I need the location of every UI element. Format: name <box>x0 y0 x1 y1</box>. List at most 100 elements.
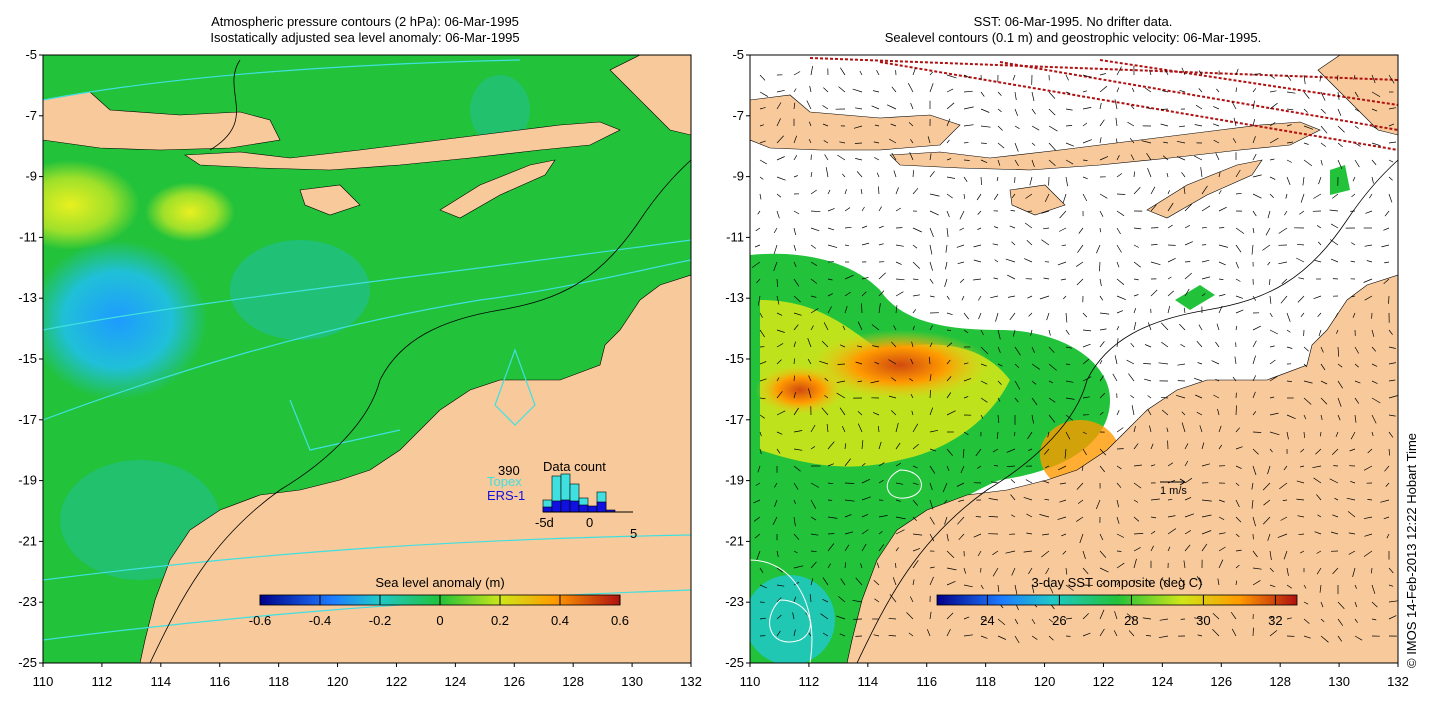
velocity-arrow <box>1116 244 1122 253</box>
velocity-arrow <box>1082 613 1089 620</box>
velocity-arrow <box>844 458 851 467</box>
velocity-arrow <box>1269 312 1273 317</box>
velocity-arrow <box>895 562 897 569</box>
velocity-arrow <box>793 550 798 554</box>
velocity-arrow <box>1116 516 1120 524</box>
velocity-arrow <box>997 397 1001 402</box>
velocity-arrow <box>756 278 761 284</box>
velocity-arrow <box>1198 70 1203 76</box>
velocity-arrow <box>1201 276 1211 280</box>
velocity-arrow <box>1277 533 1288 538</box>
velocity-arrow <box>1099 581 1106 586</box>
velocity-arrow <box>1371 584 1376 594</box>
velocity-arrow <box>759 361 767 365</box>
velocity-arrow <box>1383 516 1390 520</box>
velocity-arrow <box>1115 117 1118 127</box>
velocity-arrow <box>1167 528 1177 535</box>
velocity-arrow <box>1297 515 1305 518</box>
right-lat-label: -7 <box>732 108 744 123</box>
velocity-arrow <box>774 482 778 488</box>
velocity-arrow <box>910 358 914 365</box>
velocity-arrow <box>1346 497 1356 501</box>
velocity-arrow <box>808 138 812 144</box>
velocity-arrow <box>1286 584 1292 589</box>
velocity-arrow <box>1150 204 1157 212</box>
velocity-arrow <box>827 244 838 248</box>
velocity-arrow <box>895 291 904 297</box>
ers-bar <box>587 505 598 513</box>
velocity-arrow <box>854 142 863 144</box>
velocity-arrow <box>945 244 948 253</box>
velocity-arrow <box>895 261 902 265</box>
velocity-arrow <box>1235 261 1239 269</box>
velocity-arrow <box>1388 176 1393 181</box>
velocity-arrow <box>1099 609 1105 620</box>
velocity-arrow <box>1337 601 1345 609</box>
velocity-arrow <box>776 312 783 316</box>
velocity-arrow <box>1077 499 1084 504</box>
velocity-arrow <box>1065 617 1073 620</box>
data-count-axis-end: 5 <box>630 526 637 541</box>
velocity-arrow <box>1078 227 1084 234</box>
velocity-arrow <box>1048 380 1054 384</box>
velocity-arrow <box>980 414 984 419</box>
velocity-arrow <box>993 226 999 229</box>
velocity-arrow <box>895 278 905 281</box>
velocity-arrow <box>793 244 797 251</box>
velocity-arrow <box>1116 338 1119 348</box>
velocity-arrow <box>1299 210 1305 215</box>
velocity-arrow <box>1164 69 1169 76</box>
velocity-arrow <box>1158 362 1169 365</box>
velocity-arrow <box>1388 295 1390 304</box>
velocity-arrow <box>1235 549 1242 552</box>
velocity-arrow <box>1082 448 1087 456</box>
velocity-arrow <box>1065 142 1075 147</box>
left-title-line1: Atmospheric pressure contours (2 hPa): 0… <box>211 14 519 29</box>
velocity-arrow <box>1194 124 1203 127</box>
velocity-arrow <box>836 392 846 399</box>
velocity-arrow <box>1235 516 1242 523</box>
velocity-arrow <box>1286 74 1292 81</box>
velocity-arrow <box>876 70 880 76</box>
velocity-arrow <box>793 312 802 316</box>
velocity-arrow <box>1335 431 1339 437</box>
velocity-arrow <box>1218 294 1226 297</box>
velocity-arrow <box>793 629 796 637</box>
velocity-arrow <box>1262 516 1271 525</box>
sla-colorbar-label: Sea level anomaly (m) <box>375 575 504 590</box>
velocity-arrow <box>1218 559 1224 569</box>
velocity-arrow <box>1095 499 1101 510</box>
velocity-arrow <box>977 465 982 469</box>
velocity-arrow <box>1371 601 1378 608</box>
velocity-arrow <box>1081 465 1084 471</box>
velocity-arrow <box>840 578 846 586</box>
velocity-arrow <box>1112 373 1118 382</box>
velocity-arrow <box>1150 186 1156 195</box>
velocity-arrow <box>1262 482 1271 491</box>
velocity-arrow <box>1133 579 1136 586</box>
velocity-arrow <box>1133 294 1139 297</box>
velocity-arrow <box>1149 425 1152 433</box>
velocity-arrow <box>1201 205 1211 212</box>
velocity-arrow <box>1386 533 1390 539</box>
velocity-arrow <box>1201 259 1210 263</box>
velocity-arrow <box>1285 193 1288 199</box>
velocity-arrow <box>871 105 880 110</box>
velocity-arrow <box>1251 482 1254 490</box>
velocity-arrow <box>963 431 969 436</box>
velocity-arrow <box>1350 295 1356 298</box>
velocity-arrow <box>1161 341 1169 348</box>
velocity-arrow <box>1300 312 1305 318</box>
velocity-arrow <box>1126 359 1135 365</box>
velocity-arrow <box>844 244 850 247</box>
velocity-arrow <box>1329 478 1339 484</box>
velocity-arrow <box>853 125 863 129</box>
velocity-arrow <box>946 359 951 365</box>
left-lat-label: -19 <box>18 473 37 488</box>
velocity-arrow <box>912 443 920 450</box>
velocity-arrow <box>895 244 904 247</box>
velocity-arrow <box>912 244 918 249</box>
velocity-arrow <box>1388 346 1396 349</box>
sst-cool-patch <box>750 575 835 663</box>
velocity-arrow <box>997 159 1001 166</box>
